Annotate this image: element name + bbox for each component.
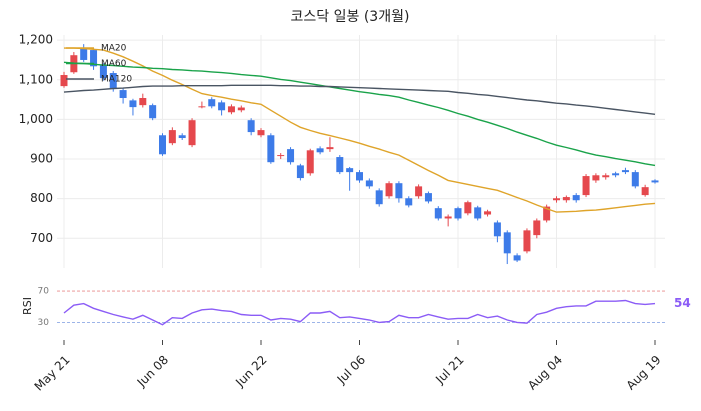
candle-body [375,190,383,205]
candle-body [287,149,295,163]
x-tick-label: Jul 21 [432,353,466,387]
candle-body [90,50,98,67]
candle-body [533,220,541,236]
candle-body [572,195,580,201]
candle-body [405,198,413,206]
rsi-line [63,299,656,326]
candle-body [149,105,157,119]
y-tick-label: 700 [30,231,53,245]
y-tick-label: 1,000 [19,112,53,126]
candle-body [306,150,314,174]
candle-body [395,183,403,199]
candle-body [543,206,551,221]
candle-body [188,120,196,146]
x-tick-label: Jun 08 [134,353,171,390]
y-tick-label: 70 [38,287,50,297]
candle-body [553,198,560,201]
ma-line [63,61,656,167]
y-tick-label: 1,200 [19,33,53,47]
candle-body [109,73,117,89]
candle-body [424,193,432,202]
candle-body [237,107,245,111]
candle-body [415,186,423,197]
candle-body [336,157,344,173]
candle-body [454,208,462,219]
candle-body [129,100,137,108]
candle-body [621,170,629,173]
candle-body [168,130,176,144]
chart-title: 코스닥 일봉 (3개월) [291,9,410,25]
candle-body [641,187,649,196]
candle-body [493,222,501,237]
candle-body [582,176,590,196]
candle-body [612,173,620,176]
candle-body [631,172,639,187]
candle-body [523,230,531,252]
candle-body [80,48,88,60]
x-tick-label: Aug 04 [525,353,565,393]
candle-body [227,106,235,113]
candle-body [139,98,147,106]
candle-body [356,172,363,181]
x-tick-label: Jun 22 [232,353,269,390]
candle-body [326,147,334,150]
ma-line [64,47,656,213]
candle-body [159,135,166,155]
candle-body [198,106,206,108]
candle-body [119,90,127,99]
candle-body [484,211,492,215]
y-tick-label: 900 [30,152,53,166]
candle-body [602,175,610,178]
candle-body [385,183,393,197]
candle-body [464,202,472,214]
candle-body [316,148,324,153]
candle-body [592,175,600,181]
y-tick-label: 800 [30,191,53,205]
candle-body [296,165,304,179]
candle-body [257,130,265,136]
y-axis-label: RSI [21,297,34,315]
candle-body [365,180,373,187]
candle-body [503,232,511,254]
candle-body [277,155,285,157]
candle-body [444,216,452,219]
y-tick-label: 1,100 [19,72,53,86]
candle-body [267,135,275,163]
candle-body [562,197,570,201]
candle-body [474,207,482,219]
candle-body [60,75,68,87]
legend-label: MA20 [101,44,127,54]
x-tick-label: Aug 19 [624,353,664,393]
candle-body [346,168,354,173]
candle-body [218,102,226,111]
candle-body [247,120,255,133]
candle-body [178,135,186,139]
y-tick-label: 30 [38,318,50,328]
candle-body [208,99,216,107]
rsi-value-label: 54 [674,296,691,310]
candle-body [651,180,659,183]
candle-body [434,208,442,219]
legend-label: MA60 [101,59,127,69]
candle-body [99,65,107,79]
x-tick-label: May 21 [32,353,73,394]
legend-label: MA120 [101,75,132,85]
x-tick-label: Jul 06 [334,353,368,387]
ma-line [63,84,656,115]
candle-body [513,255,521,261]
